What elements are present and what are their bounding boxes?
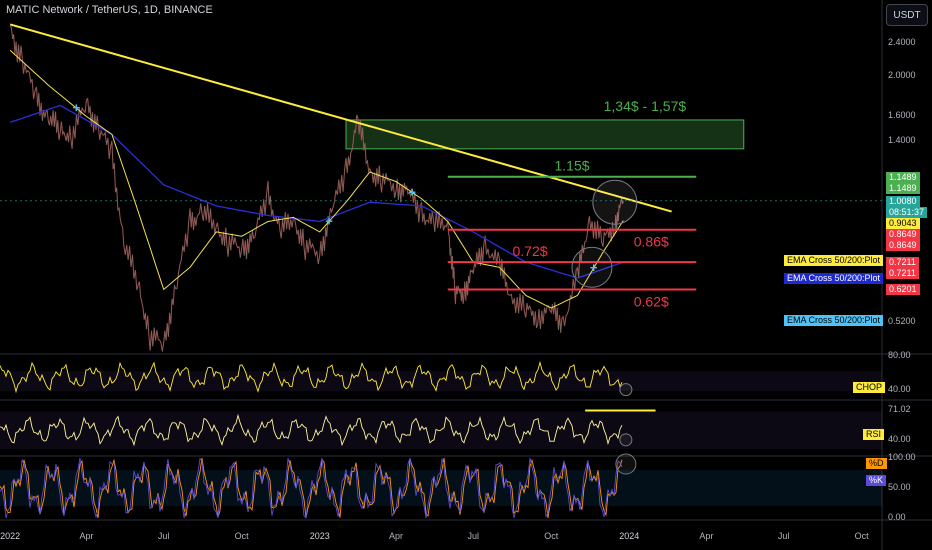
pane-axis-tick: 100.00 [888, 452, 916, 462]
pane-axis-tick: 0.00 [888, 512, 906, 522]
level-label-2: 0.72$ [513, 243, 548, 259]
time-axis-tick: Jul [777, 531, 790, 541]
level-label-1: 0.86$ [634, 234, 669, 250]
time-axis-tick: Oct [854, 531, 869, 541]
level-label-0: 1.15$ [555, 158, 590, 174]
chop-line [0, 360, 623, 394]
time-axis-tick: Apr [699, 531, 714, 541]
highlight-circle [619, 383, 633, 397]
time-axis-tick: 2023 [309, 531, 330, 541]
stoch-k-line [0, 457, 623, 519]
highlight-circle [615, 453, 637, 475]
time-axis-tick: Apr [389, 531, 404, 541]
pane-band [0, 371, 882, 392]
price-axis-tick: 1.4000 [888, 134, 916, 145]
pane-axis-tick: 71.02 [888, 404, 911, 415]
price-series-line [9, 25, 624, 352]
pane-axis-tick: 40.00 [888, 383, 911, 394]
ema-cross-marker: + [590, 260, 598, 275]
highlight-circle [571, 246, 613, 288]
pane-badge[interactable]: %D [866, 458, 887, 469]
price-tag: 0.9043 [886, 217, 920, 229]
indicator-legend-tag[interactable]: EMA Cross 50/200:Plot [784, 314, 884, 326]
indicator-legend-tag[interactable]: EMA Cross 50/200:Plot [784, 254, 884, 266]
rsi-line [0, 413, 623, 447]
time-axis-tick: Oct [234, 531, 249, 541]
chart-title: MATIC Network / TetherUS, 1D, BINANCE [6, 4, 213, 16]
time-axis-tick: 2024 [619, 531, 640, 541]
trendline [9, 23, 672, 213]
ema-cross-marker: + [408, 184, 416, 199]
price-tag: 1.0080 [886, 195, 920, 207]
price-axis-tick: 2.4000 [888, 36, 916, 47]
indicator-legend-tag[interactable]: EMA Cross 50/200:Plot [784, 273, 884, 285]
price-axis-tick: 0.5200 [888, 315, 916, 326]
pane-axis-tick: 50.00 [888, 482, 911, 492]
time-axis-tick: Jul [467, 531, 479, 541]
price-tag: 0.8649 [886, 228, 920, 240]
level-label-3: 0.62$ [634, 293, 669, 309]
target-zone-label: 1,34$ - 1,57$ [604, 98, 687, 114]
price-tag: 08:51:37 [886, 206, 928, 218]
price-tag: 0.7211 [886, 256, 919, 268]
ema-cross-marker: + [73, 100, 81, 115]
pane-badge[interactable]: CHOP [853, 381, 886, 393]
pane-badge[interactable]: %K [866, 474, 887, 486]
price-axis-tick: 1.6000 [888, 110, 916, 121]
price-tag: 0.6201 [886, 284, 920, 296]
target-zone [345, 119, 745, 150]
price-tag: 0.7211 [886, 267, 919, 279]
pane-axis-tick: 80.00 [888, 350, 911, 360]
price-axis-tick: 2.0000 [888, 69, 916, 80]
time-axis-tick: Apr [79, 531, 94, 541]
currency-button[interactable]: USDT [886, 4, 928, 26]
price-tag: 1.1489 [886, 171, 920, 183]
time-axis-tick: Oct [544, 531, 559, 541]
ema50-line [9, 49, 624, 309]
time-axis-tick: 2022 [0, 531, 21, 541]
price-series-wicks [9, 25, 624, 352]
time-axis-tick: Jul [157, 531, 170, 541]
pane-axis-tick: 40.00 [888, 433, 911, 444]
pane-band [0, 470, 882, 506]
stoch-d-line [0, 457, 623, 519]
ema-cross-marker: + [325, 213, 333, 228]
highlight-circle [592, 179, 638, 225]
price-tag: 0.8649 [886, 239, 920, 251]
price-tag: 1.1489 [886, 182, 920, 194]
pane-badge[interactable]: RSI [863, 429, 885, 441]
highlight-circle [619, 433, 633, 447]
